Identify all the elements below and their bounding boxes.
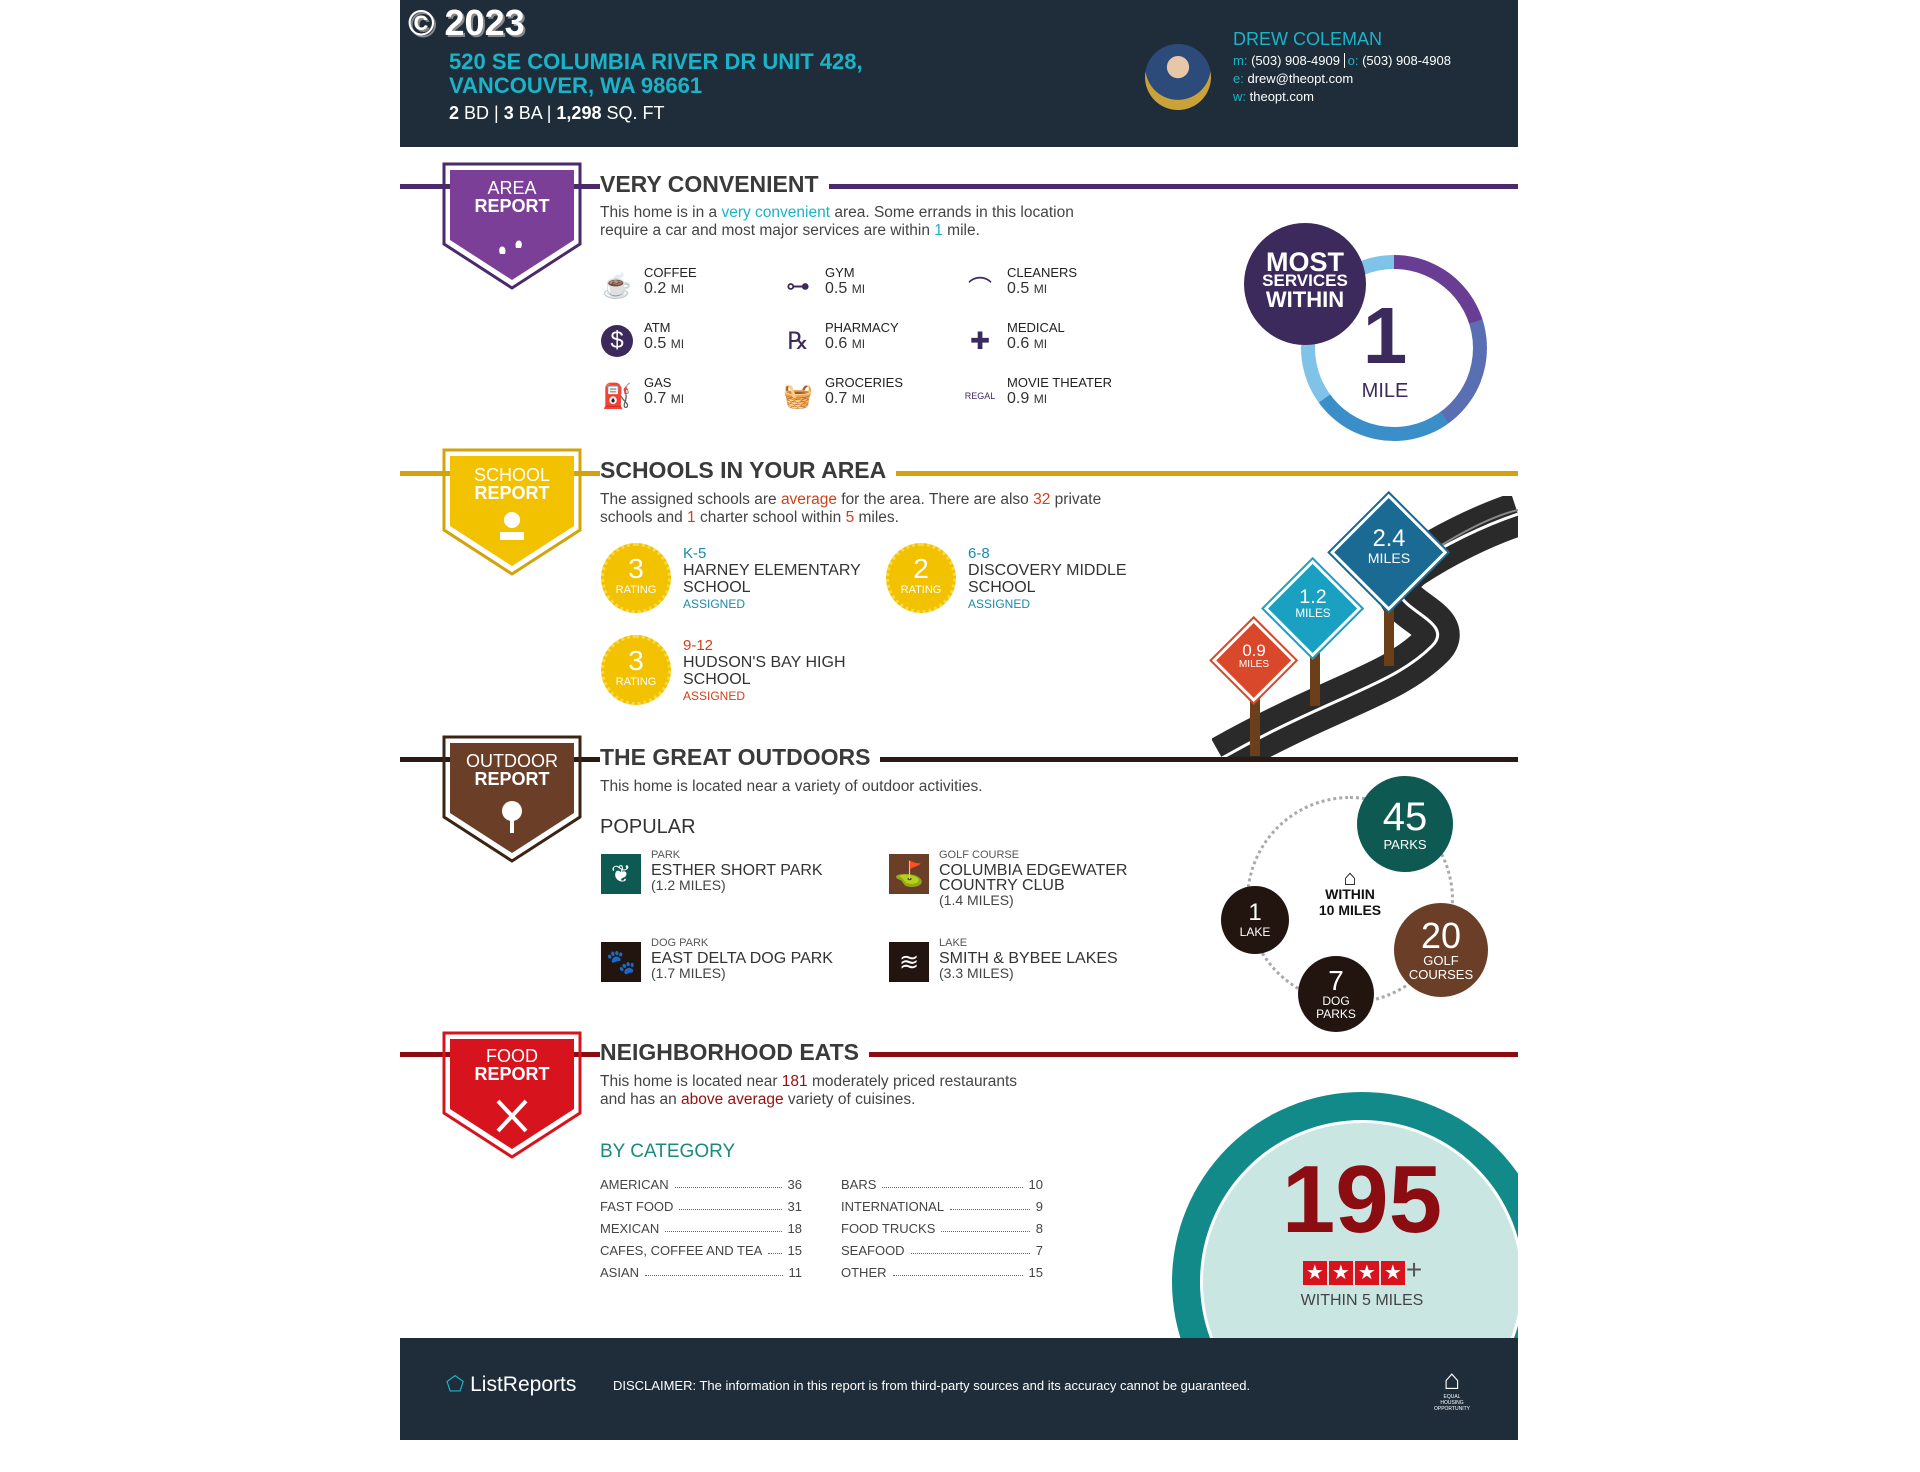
popular-heading: POPULAR: [600, 816, 696, 838]
coffee-icon: ☕: [602, 272, 632, 300]
service-3: ATM 0.5 MI: [644, 320, 685, 352]
listreports-logo[interactable]: ⬠ ListReports: [446, 1373, 577, 1396]
service-0: COFFEE 0.2 MI: [644, 265, 697, 297]
by-category-heading: BY CATEGORY: [600, 1141, 736, 1162]
service-5: MEDICAL 0.6 MI: [1007, 320, 1065, 352]
gas-pump-icon: ⛽: [602, 382, 632, 410]
outdoor-item[interactable]: DOG PARK EAST DELTA DOG PARK (1.7 MILES): [651, 937, 833, 981]
service-2: CLEANERS 0.5 MI: [1007, 265, 1078, 297]
schools-description: The assigned schools are average for the…: [600, 491, 1102, 526]
category-row: FOOD TRUCKS 8: [841, 1221, 1043, 1236]
lake-count: 1 LAKE: [1221, 886, 1289, 954]
regal-logo: REGAL: [964, 391, 996, 401]
food-divider: [400, 1052, 1518, 1057]
agent-name: DREW COLEMAN: [1233, 29, 1383, 49]
star-icon: ★: [1328, 1261, 1353, 1285]
star-icon: ★: [1380, 1261, 1405, 1285]
area-badge-label: AREA REPORT: [474, 178, 550, 216]
star-icon: ★: [1354, 1261, 1379, 1285]
category-row: BARS 10: [841, 1177, 1043, 1192]
service-7: GROCERIES 0.7 MI: [825, 375, 904, 407]
school-divider: [400, 471, 1518, 476]
school-rating-badge: 3 RATING: [601, 543, 671, 613]
within-5-miles: WITHIN 5 MILES: [1300, 1292, 1424, 1309]
header: [400, 0, 1518, 147]
copyright: © 2023: [408, 2, 525, 43]
outdoors-title: THE GREAT OUTDOORS: [600, 743, 881, 771]
house-icon: ⌂: [1343, 865, 1357, 890]
service-1: GYM 0.5 MI: [825, 265, 866, 297]
school-badge: [442, 448, 582, 576]
food-title: NEIGHBORHOOD EATS: [600, 1038, 869, 1066]
golf-bag-icon: ⛳: [889, 854, 929, 894]
category-row: CAFES, COFFEE AND TEA 15: [600, 1243, 802, 1258]
footer: [400, 1338, 1518, 1440]
water-icon: ≋: [889, 942, 929, 982]
dog-parks-count: 7 DOG PARKS: [1298, 956, 1374, 1032]
area-title: VERY CONVENIENT: [600, 170, 829, 198]
outdoors-description: This home is located near a variety of o…: [600, 778, 983, 795]
plus-sign: +: [1405, 1254, 1423, 1285]
school-item[interactable]: K-5 HARNEY ELEMENTARY SCHOOL ASSIGNED: [683, 545, 861, 611]
food-description: This home is located near 181 moderately…: [600, 1073, 1018, 1108]
distance-sign-label: 2.4 MILES: [1367, 526, 1411, 567]
star-rating: ★ ★ ★ ★ +: [1212, 1254, 1512, 1286]
basket-icon: 🧺: [783, 382, 813, 410]
star-icon: ★: [1302, 1261, 1327, 1285]
service-6: GAS 0.7 MI: [644, 375, 685, 407]
outdoor-divider: [400, 757, 1518, 762]
outdoor-badge: [442, 735, 582, 863]
address: 520 SE COLUMBIA RIVER DR UNIT 428, VANCOU…: [449, 49, 863, 98]
school-rating-badge: 3 RATING: [601, 635, 671, 705]
distance-sign-label: 1.2 MILES: [1295, 586, 1331, 620]
disclaimer: DISCLAIMER: The information in this repo…: [613, 1378, 1251, 1393]
paw-icon: 🐾: [601, 942, 641, 982]
service-8: MOVIE THEATER 0.9 MI: [1007, 375, 1112, 407]
distance-sign-label: 0.9 MILES: [1238, 641, 1270, 671]
agent-email[interactable]: drew@theopt.com: [1247, 71, 1354, 86]
category-row: AMERICAN 36: [600, 1177, 802, 1192]
category-row: INTERNATIONAL 9: [841, 1199, 1043, 1214]
category-row: MEXICAN 18: [600, 1221, 802, 1236]
agent-mobile[interactable]: (503) 908-4909: [1251, 53, 1340, 68]
category-row: FAST FOOD 31: [600, 1199, 802, 1214]
ring-unit: MILE: [1361, 380, 1409, 402]
outdoor-badge-label: OUTDOOR REPORT: [466, 751, 558, 789]
agent-website[interactable]: theopt.com: [1249, 89, 1314, 104]
food-badge-label: FOOD REPORT: [474, 1046, 550, 1084]
outdoor-item[interactable]: GOLF COURSE COLUMBIA EDGEWATER COUNTRY CLU…: [939, 849, 1128, 908]
category-row: OTHER 15: [841, 1265, 1043, 1280]
category-row: ASIAN 11: [600, 1265, 802, 1280]
within-10-miles: ⌂ WITHIN 10 MILES: [1300, 865, 1400, 919]
rx-icon: ℞: [787, 327, 809, 355]
schools-title: SCHOOLS IN YOUR AREA: [600, 456, 897, 484]
equal-housing-icon: ⌂ EQUAL HOUSING OPPORTUNITY: [1433, 1364, 1471, 1413]
golf-count: 20 GOLF COURSES: [1394, 903, 1488, 997]
dollar-icon: $: [601, 325, 633, 357]
dumbbell-icon: ⊶: [786, 272, 810, 300]
agent-avatar: [1145, 44, 1211, 110]
school-badge-label: SCHOOL REPORT: [473, 465, 551, 503]
category-row: SEAFOOD 7: [841, 1243, 1043, 1258]
most-services-badge: MOST SERVICES WITHIN: [1244, 223, 1366, 345]
outdoor-item[interactable]: LAKE SMITH & BYBEE LAKES (3.3 MILES): [939, 937, 1118, 981]
service-4: PHARMACY 0.6 MI: [825, 320, 899, 352]
food-badge: [442, 1031, 582, 1159]
school-item[interactable]: 6-8 DISCOVERY MIDDLE SCHOOL ASSIGNED: [968, 545, 1127, 611]
property-stats: 2 BD | 3 BA | 1,298 SQ. FT: [449, 103, 665, 123]
school-rating-badge: 2 RATING: [886, 543, 956, 613]
park-icon: ❦: [601, 854, 641, 894]
cross-icon: ✚: [969, 327, 991, 355]
agent-contact: m: (503) 908-4909 o: (503) 908-4908 e: d…: [1233, 53, 1451, 104]
school-item[interactable]: 9-12 HUDSON'S BAY HIGH SCHOOL ASSIGNED: [683, 637, 846, 703]
outdoor-item[interactable]: PARK ESTHER SHORT PARK (1.2 MILES): [651, 849, 823, 893]
parks-count: 45 PARKS: [1357, 776, 1453, 872]
agent-office[interactable]: (503) 908-4908: [1362, 53, 1451, 68]
area-divider: [400, 184, 1518, 189]
area-description: This home is in a very convenient area. …: [600, 204, 1074, 239]
restaurant-total: 195: [1281, 1146, 1443, 1253]
hanger-icon: ⌒: [968, 275, 992, 303]
listreports-icon: ⬠: [446, 1373, 465, 1396]
area-badge: [442, 162, 582, 290]
